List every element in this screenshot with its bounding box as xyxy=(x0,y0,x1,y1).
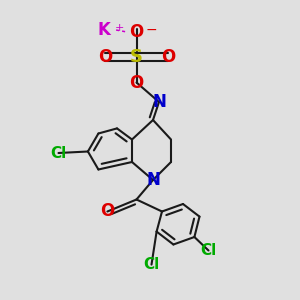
Text: K: K xyxy=(97,21,110,39)
Text: O: O xyxy=(129,23,144,41)
Text: +: + xyxy=(114,23,124,33)
Text: Cl: Cl xyxy=(50,146,67,160)
Text: Cl: Cl xyxy=(143,257,160,272)
Text: N: N xyxy=(152,93,166,111)
Text: −: − xyxy=(146,23,157,37)
Text: O: O xyxy=(100,202,115,220)
Text: O: O xyxy=(129,74,144,92)
Text: Cl: Cl xyxy=(200,243,217,258)
Text: S: S xyxy=(130,48,143,66)
Text: O: O xyxy=(161,48,175,66)
Text: N: N xyxy=(146,171,160,189)
Text: O: O xyxy=(98,48,112,66)
